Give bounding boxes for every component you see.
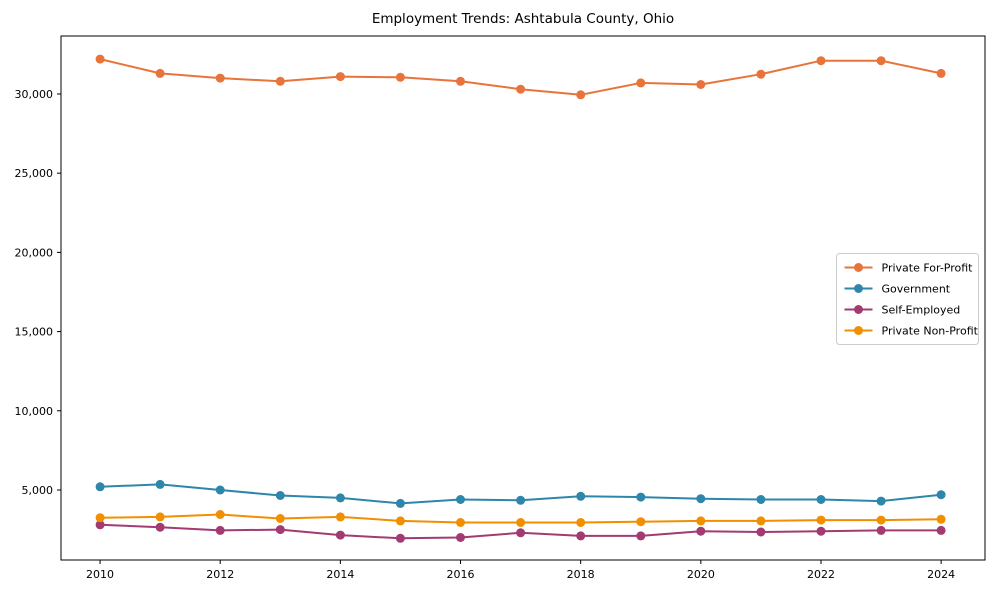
- data-point-government-2016: [456, 495, 465, 504]
- x-tick-label: 2020: [687, 568, 715, 581]
- data-point-government-2018: [576, 491, 586, 501]
- data-point-private-for-profit-2022: [816, 56, 826, 66]
- data-point-private-non-profit-2014: [335, 512, 345, 522]
- legend-entry-self-employed: Self-Employed: [844, 304, 961, 317]
- data-point-government-2019: [636, 492, 646, 502]
- data-point-self-employed-2017: [516, 528, 526, 538]
- legend-label: Private Non-Profit: [882, 325, 979, 338]
- data-point-private-for-profit-2016: [456, 76, 465, 86]
- data-point-self-employed-2011: [155, 522, 165, 532]
- chart-title: Employment Trends: Ashtabula County, Ohi…: [371, 11, 675, 27]
- data-point-private-for-profit-2014: [335, 72, 345, 82]
- legend: Private For-Profit Government Self-Employe…: [836, 253, 979, 345]
- data-point-self-employed-2018: [576, 531, 586, 541]
- data-point-government-2024: [936, 490, 946, 500]
- data-point-government-2012: [215, 485, 225, 495]
- legend-marker-icon: [854, 263, 863, 272]
- legend-marker-icon: [854, 326, 863, 335]
- x-tick-label: 2016: [447, 568, 475, 581]
- data-point-self-employed-2015: [395, 533, 405, 543]
- data-point-private-non-profit-2015: [395, 516, 405, 526]
- data-point-private-non-profit-2021: [756, 516, 766, 526]
- legend-label: Private For-Profit: [882, 262, 974, 275]
- data-point-self-employed-2012: [215, 525, 225, 535]
- data-point-self-employed-2021: [756, 527, 766, 537]
- data-point-private-non-profit-2022: [816, 515, 826, 525]
- data-point-government-2022: [816, 495, 826, 504]
- data-point-government-2021: [756, 495, 766, 504]
- data-point-private-for-profit-2015: [395, 72, 405, 82]
- data-point-private-for-profit-2012: [215, 73, 225, 83]
- data-point-private-non-profit-2019: [636, 517, 646, 527]
- legend-label: Self-Employed: [882, 304, 961, 317]
- data-point-government-2013: [275, 491, 285, 500]
- data-point-government-2020: [696, 494, 706, 504]
- data-point-self-employed-2024: [936, 525, 946, 535]
- data-point-private-non-profit-2013: [275, 514, 285, 523]
- x-tick-label: 2012: [206, 568, 234, 581]
- data-point-private-non-profit-2017: [516, 518, 526, 527]
- data-point-government-2017: [516, 495, 526, 505]
- data-point-self-employed-2014: [335, 530, 345, 540]
- data-point-government-2023: [876, 496, 886, 506]
- data-point-private-non-profit-2024: [936, 514, 946, 524]
- legend-entry-private-for-profit: Private For-Profit: [844, 262, 974, 275]
- y-tick-label: 10,000: [15, 405, 54, 418]
- legend-marker-icon: [854, 284, 863, 293]
- y-tick-label: 5,000: [22, 484, 54, 497]
- data-point-private-non-profit-2020: [696, 516, 706, 526]
- data-point-self-employed-2019: [636, 531, 646, 541]
- data-point-self-employed-2023: [876, 525, 886, 535]
- x-tick-label: 2014: [326, 568, 354, 581]
- y-tick-label: 25,000: [15, 167, 54, 180]
- data-point-private-for-profit-2024: [936, 68, 946, 78]
- data-point-private-non-profit-2012: [215, 510, 225, 519]
- data-point-self-employed-2020: [696, 526, 706, 536]
- data-point-private-non-profit-2023: [876, 515, 886, 525]
- data-point-private-non-profit-2016: [456, 518, 465, 527]
- y-tick-label: 20,000: [15, 246, 54, 259]
- x-tick-label: 2018: [567, 568, 595, 581]
- y-tick-label: 30,000: [15, 88, 54, 101]
- data-point-private-for-profit-2018: [576, 90, 586, 100]
- data-point-self-employed-2016: [456, 533, 465, 542]
- data-point-government-2010: [95, 482, 105, 492]
- data-point-private-for-profit-2021: [756, 69, 766, 79]
- x-tick-label: 2022: [807, 568, 835, 581]
- data-point-private-for-profit-2019: [636, 78, 646, 88]
- x-tick-label: 2010: [86, 568, 114, 581]
- x-tick-label: 2024: [927, 568, 955, 581]
- data-point-private-for-profit-2013: [275, 76, 285, 86]
- data-point-self-employed-2013: [275, 525, 285, 535]
- data-point-private-non-profit-2018: [576, 518, 586, 527]
- data-point-private-non-profit-2011: [155, 512, 165, 522]
- data-point-private-for-profit-2017: [516, 84, 526, 94]
- data-point-self-employed-2022: [816, 526, 826, 536]
- data-point-self-employed-2010: [95, 520, 105, 530]
- data-point-private-for-profit-2023: [876, 56, 886, 66]
- legend-entry-private-non-profit: Private Non-Profit: [844, 325, 979, 338]
- y-tick-label: 15,000: [15, 326, 54, 339]
- legend-marker-icon: [854, 305, 863, 314]
- legend-box: [836, 253, 979, 345]
- data-point-private-for-profit-2020: [696, 80, 706, 89]
- legend-entry-government: Government: [844, 283, 951, 296]
- data-point-government-2011: [155, 479, 165, 489]
- data-point-private-for-profit-2011: [155, 68, 165, 78]
- data-point-private-non-profit-2010: [95, 513, 105, 523]
- data-point-government-2015: [395, 498, 405, 508]
- data-point-private-for-profit-2010: [95, 54, 105, 64]
- legend-label: Government: [882, 283, 951, 296]
- plot-frame: [60, 35, 986, 561]
- data-point-government-2014: [335, 493, 345, 503]
